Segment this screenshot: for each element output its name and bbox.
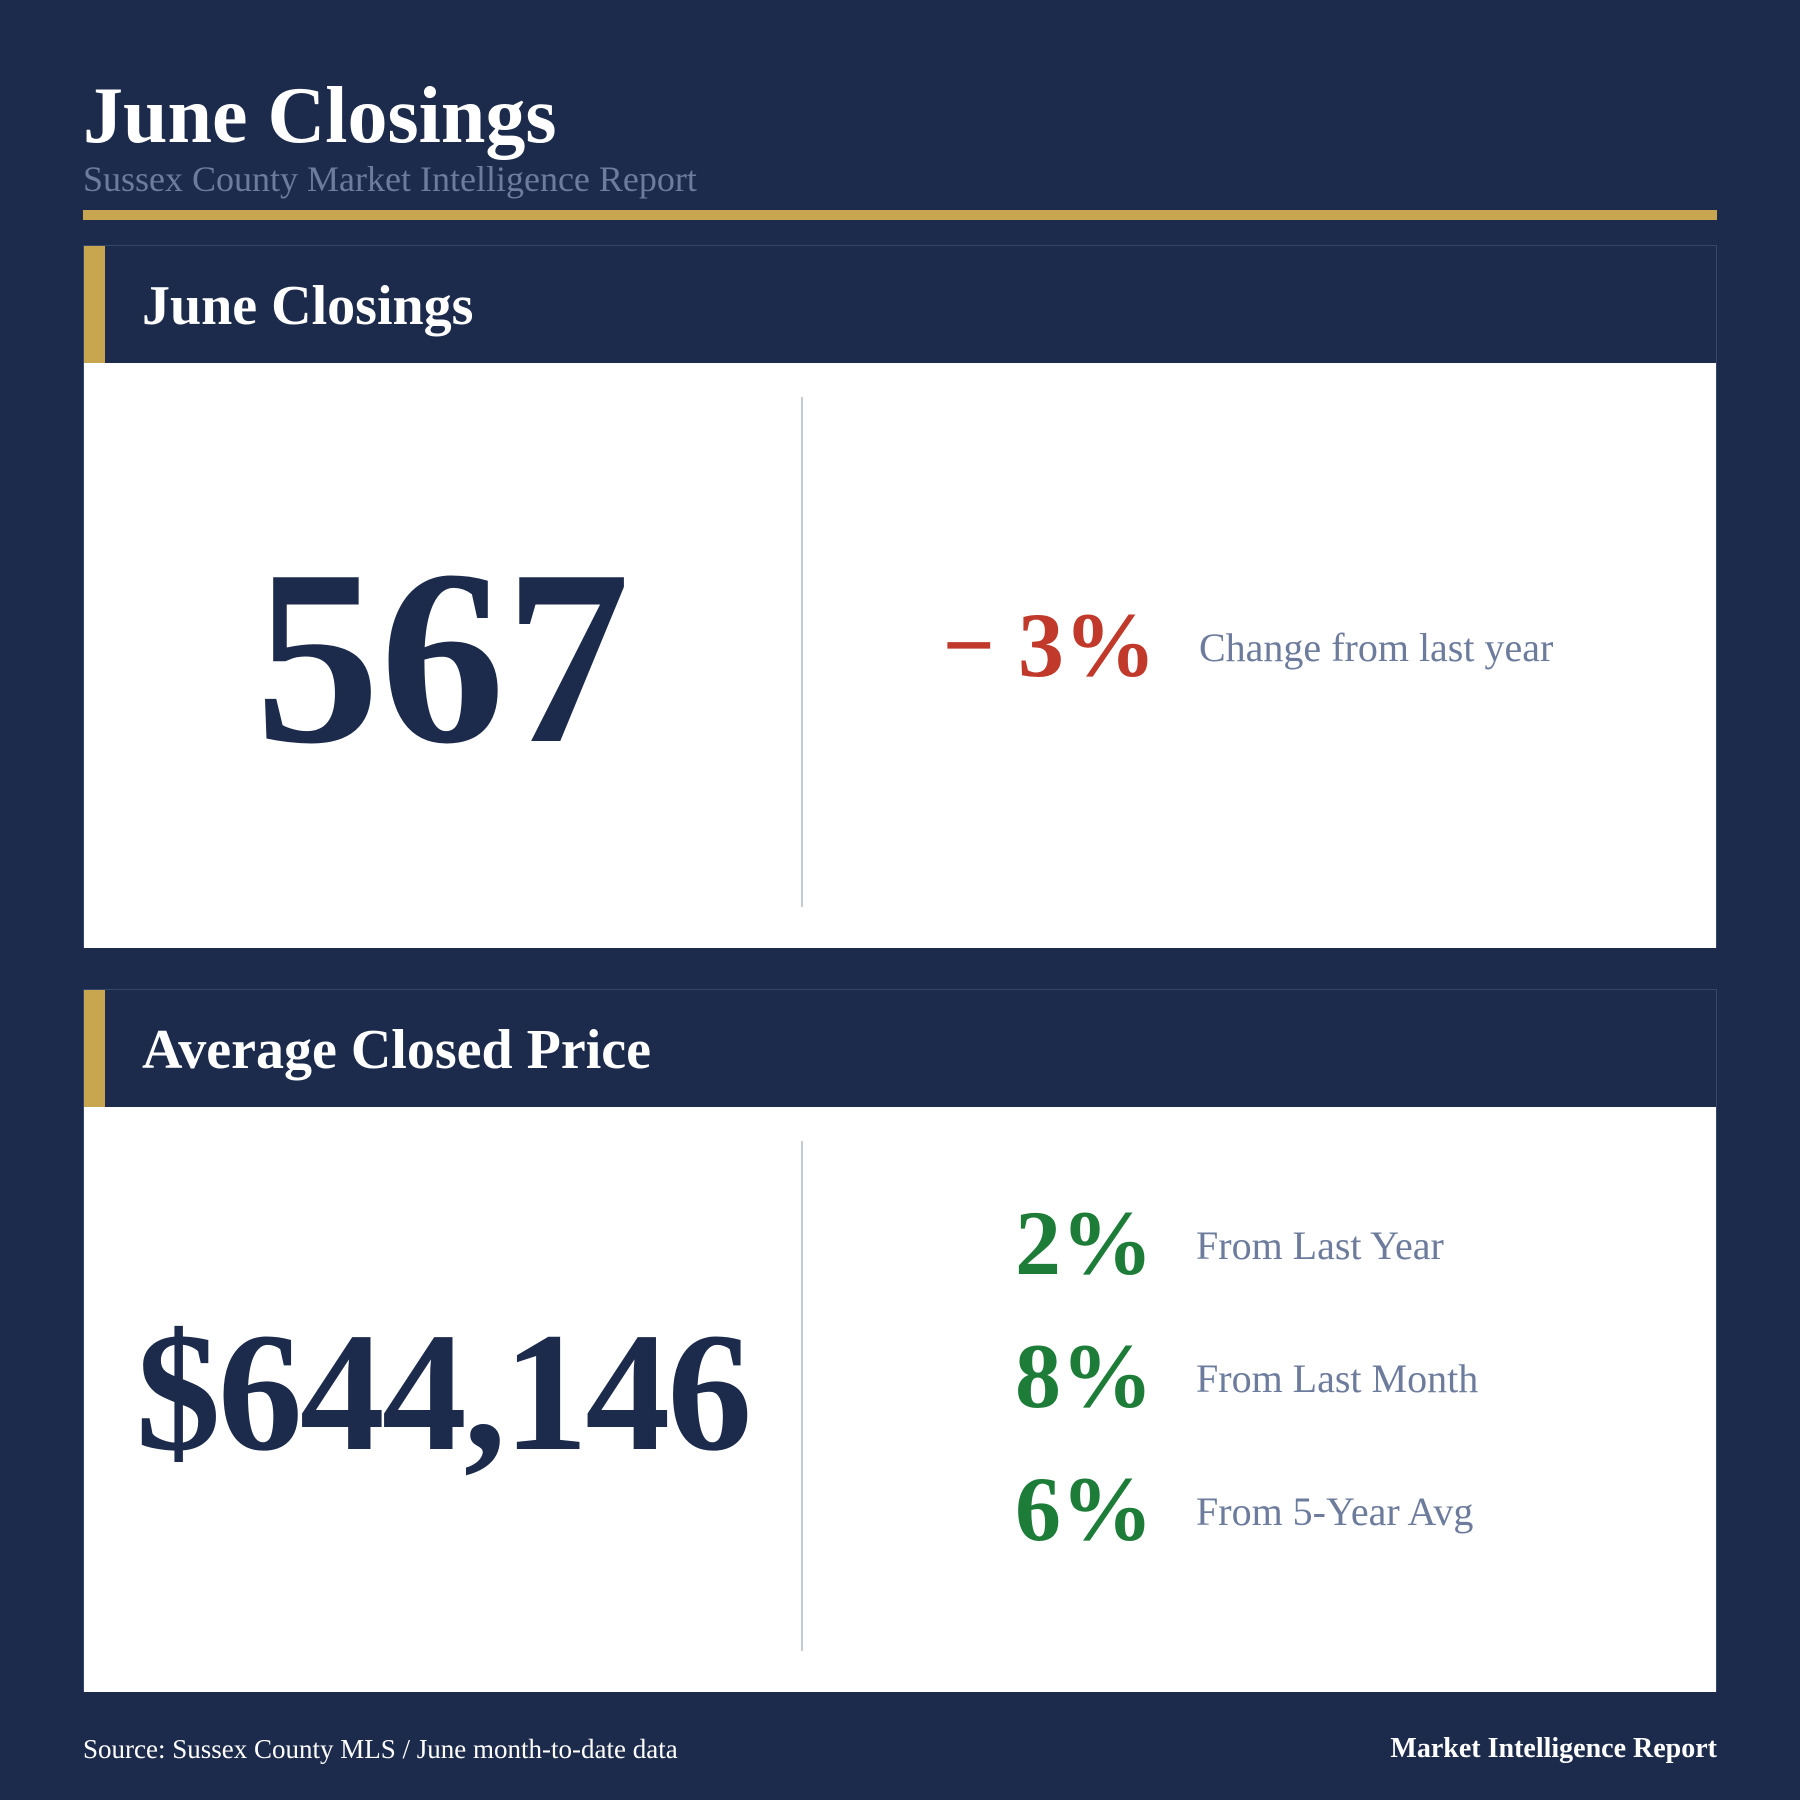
vertical-divider bbox=[801, 397, 803, 907]
closings-card-body: 567 − 3% Change from last year bbox=[84, 363, 1716, 948]
header-divider bbox=[83, 210, 1717, 220]
closings-count: 567 bbox=[255, 519, 630, 796]
average-price: $644,146 bbox=[135, 1298, 753, 1486]
closings-card-header: June Closings bbox=[84, 246, 1716, 363]
card-accent-bar bbox=[84, 246, 105, 363]
price-card-header: Average Closed Price bbox=[84, 990, 1716, 1107]
card-accent-bar bbox=[84, 990, 105, 1107]
price-change-value: 6% bbox=[1015, 1458, 1153, 1560]
closings-change-label: Change from last year bbox=[1199, 625, 1554, 670]
vertical-divider bbox=[801, 1141, 803, 1651]
price-change-value: 8% bbox=[1015, 1325, 1153, 1427]
source-note: Source: Sussex County MLS / June month-t… bbox=[83, 1734, 678, 1764]
price-change-label: From Last Month bbox=[1196, 1356, 1479, 1401]
price-change-label: From 5-Year Avg bbox=[1196, 1489, 1474, 1534]
price-card-title: Average Closed Price bbox=[142, 1019, 651, 1081]
change-stat-row: − 3% Change from last year bbox=[84, 595, 1716, 695]
closings-card-title: June Closings bbox=[142, 275, 474, 337]
price-change-label: From Last Year bbox=[1196, 1223, 1444, 1268]
footer-brand: Market Intelligence Report bbox=[1390, 1733, 1717, 1764]
price-change-value: 2% bbox=[1015, 1192, 1153, 1294]
page-title: June Closings bbox=[83, 72, 557, 160]
closings-card: June Closings 567 − 3% Change from last … bbox=[83, 245, 1717, 948]
price-card: Average Closed Price $644,146 2% From La… bbox=[83, 989, 1717, 1692]
closings-change-value: − 3% bbox=[942, 594, 1156, 696]
change-stat-row: 6% From 5-Year Avg bbox=[84, 1459, 1716, 1559]
page-subtitle: Sussex County Market Intelligence Report bbox=[83, 159, 697, 199]
change-stat-row: 8% From Last Month bbox=[84, 1326, 1716, 1426]
change-stat-row: 2% From Last Year bbox=[84, 1193, 1716, 1293]
price-card-body: $644,146 2% From Last Year 8% From Last … bbox=[84, 1107, 1716, 1692]
